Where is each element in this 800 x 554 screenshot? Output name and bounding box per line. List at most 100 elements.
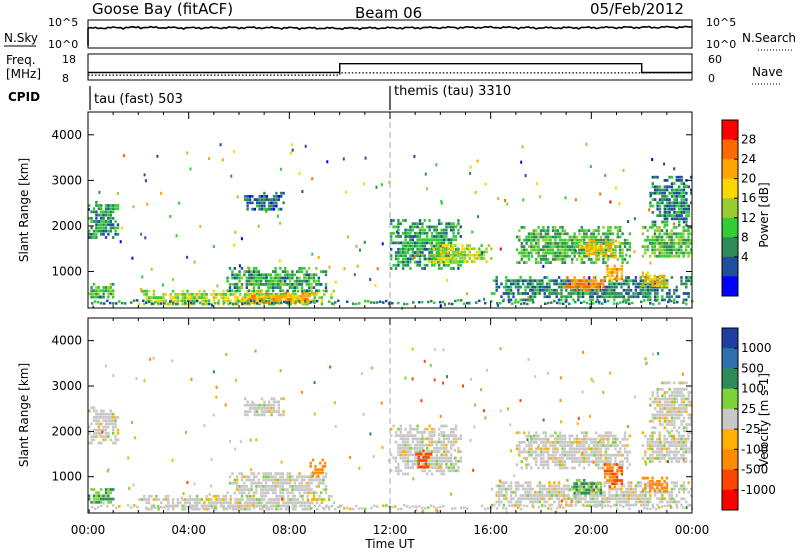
velocity-cell <box>670 497 674 501</box>
power-cell <box>663 204 666 208</box>
velocity-cell <box>661 497 664 501</box>
power-cell <box>680 251 683 255</box>
velocity-cell <box>602 434 605 438</box>
power-cell <box>532 232 535 236</box>
power-cell <box>583 261 586 264</box>
velocity-cell <box>687 434 690 438</box>
velocity-cell <box>454 437 458 441</box>
power-cell <box>526 279 530 283</box>
power-cell <box>577 298 580 302</box>
power-cell <box>656 254 659 258</box>
power-cell <box>275 198 278 201</box>
power-cell <box>557 292 561 295</box>
power-cell <box>449 253 452 257</box>
power-cell <box>411 228 414 232</box>
power-cell <box>561 261 564 264</box>
power-cell <box>155 296 158 299</box>
power-cell <box>639 288 642 292</box>
power-cell <box>670 229 673 232</box>
velocity-cell <box>649 497 652 501</box>
power-cell <box>104 289 108 293</box>
velocity-cell <box>112 425 115 429</box>
velocity-cell <box>591 484 594 488</box>
power-cell <box>588 276 591 280</box>
power-cell <box>644 245 647 248</box>
power-cell <box>530 245 533 248</box>
power-cell <box>411 257 414 261</box>
velocity-cell <box>567 497 570 501</box>
power-cell <box>678 188 681 192</box>
power-cell <box>675 226 678 229</box>
power-cell <box>602 282 605 286</box>
power-cell <box>468 247 471 251</box>
velocity-cell <box>316 474 320 478</box>
velocity-cell <box>390 434 393 437</box>
power-cell <box>549 242 552 245</box>
power-cell <box>90 232 93 236</box>
velocity-cell <box>641 497 645 501</box>
power-cell <box>250 299 253 303</box>
velocity-cell <box>585 482 588 485</box>
velocity-cell <box>663 407 666 410</box>
power-cell <box>580 258 583 261</box>
power-cell <box>543 285 546 289</box>
velocity-cell <box>615 463 619 466</box>
power-cell <box>263 191 266 195</box>
power-cell <box>521 298 525 302</box>
power-cell <box>265 289 268 293</box>
power-cell <box>656 175 659 179</box>
power-cell <box>188 293 192 296</box>
power-cell <box>524 298 527 302</box>
power-cell <box>651 277 654 281</box>
velocity-cell <box>245 488 248 491</box>
power-cell <box>404 231 407 235</box>
velocity-cell <box>270 413 273 417</box>
power-cell <box>653 292 657 295</box>
velocity-cell <box>675 484 678 488</box>
power-cell <box>277 296 280 299</box>
power-cell <box>428 219 431 222</box>
power-cell <box>677 248 681 252</box>
power-cell <box>604 235 607 239</box>
velocity-cell <box>274 475 277 479</box>
velocity-cell <box>399 427 402 431</box>
power-cell <box>658 245 661 248</box>
velocity-cell <box>277 498 280 501</box>
power-cell <box>569 295 573 299</box>
power-cell <box>627 292 630 295</box>
velocity-cell <box>673 487 676 491</box>
velocity-cell <box>563 450 567 454</box>
power-cell <box>634 285 638 289</box>
power-cell <box>566 276 569 279</box>
velocity-cell <box>553 490 556 494</box>
power-cell <box>629 295 633 299</box>
velocity-cell <box>529 500 532 504</box>
velocity-cell <box>551 453 555 457</box>
velocity-cell <box>518 453 521 457</box>
power-cell <box>116 204 120 207</box>
velocity-cell <box>272 407 276 410</box>
power-cell <box>673 292 676 295</box>
velocity-cell <box>315 501 319 505</box>
power-cell <box>291 148 294 152</box>
velocity-cell <box>88 409 91 413</box>
power-y-tick-label: 2000 <box>51 219 82 233</box>
power-cell <box>485 260 488 263</box>
power-cell <box>394 225 398 229</box>
power-cell <box>556 245 559 248</box>
velocity-cell <box>614 444 617 447</box>
power-cell <box>144 179 147 183</box>
power-cell <box>670 295 674 299</box>
power-cell <box>520 160 523 164</box>
velocity-cell <box>102 419 105 422</box>
velocity-cell <box>294 501 297 505</box>
velocity-cell <box>673 419 676 423</box>
velocity-cell <box>660 457 664 460</box>
velocity-cell <box>100 428 103 432</box>
power-cell <box>651 251 654 255</box>
power-cell <box>613 302 616 305</box>
power-cell <box>308 293 312 296</box>
velocity-cell <box>255 501 259 505</box>
power-cell <box>95 220 98 223</box>
power-cell <box>660 238 664 242</box>
